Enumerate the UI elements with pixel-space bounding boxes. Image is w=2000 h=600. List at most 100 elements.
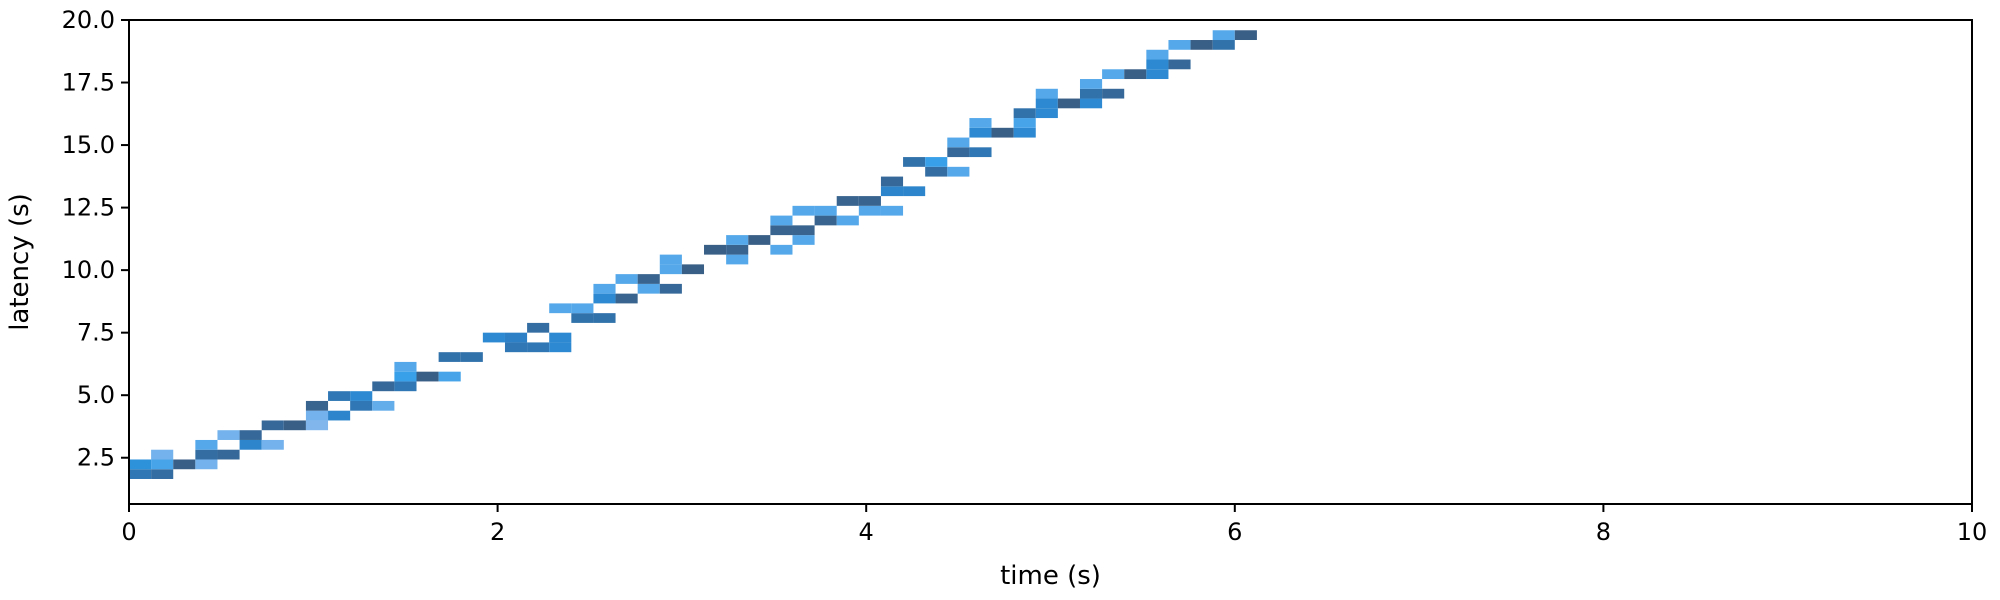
heatmap-cell [770, 225, 793, 236]
heatmap-cell [1013, 127, 1036, 138]
heatmap-cell [659, 264, 682, 275]
heatmap-cell [593, 293, 616, 304]
heatmap-cell [394, 361, 417, 372]
heatmap-cell [969, 127, 992, 138]
heatmap-cell [195, 459, 218, 470]
heatmap-cell [836, 196, 859, 206]
heatmap-cell [1079, 98, 1103, 109]
heatmap-cell [858, 196, 881, 206]
y-tick-label: 2.5 [77, 444, 115, 472]
heatmap-cell [593, 313, 616, 323]
heatmap-cell [880, 176, 904, 187]
heatmap-cell [328, 391, 351, 401]
heatmap-cell [615, 274, 638, 284]
heatmap-cell [239, 439, 262, 450]
heatmap-cell [1146, 69, 1169, 80]
heatmap-cell [880, 186, 904, 197]
heatmap-cell [195, 439, 218, 450]
heatmap-cell [151, 469, 174, 479]
heatmap-cell [151, 449, 174, 460]
heatmap-cell [969, 118, 992, 128]
heatmap-cell [460, 352, 483, 362]
y-tick-label: 17.5 [62, 69, 115, 97]
heatmap-cell [239, 430, 262, 440]
heatmap-cell [637, 283, 660, 294]
x-tick-label: 8 [1596, 518, 1611, 546]
heatmap-cell [571, 303, 594, 314]
heatmap-cell [947, 147, 970, 158]
heatmap-cell [1146, 59, 1169, 70]
heatmap-cell [991, 127, 1014, 138]
heatmap-cell [1035, 98, 1058, 109]
heatmap-cell [947, 166, 970, 177]
heatmap-cell [394, 381, 417, 392]
y-tick-label: 5.0 [77, 381, 115, 409]
heatmap-cell [925, 166, 948, 177]
heatmap-cell [217, 449, 240, 460]
x-tick-label: 4 [859, 518, 874, 546]
heatmap-cell [195, 449, 218, 460]
y-axis-title: latency (s) [5, 193, 35, 331]
heatmap-cell [858, 205, 881, 216]
heatmap-cell [969, 147, 992, 158]
heatmap-cell [283, 420, 306, 431]
heatmap-cell [1212, 30, 1235, 41]
heatmap-cell [836, 215, 859, 226]
heatmap-cell [438, 352, 461, 362]
heatmap-cell [681, 264, 705, 275]
y-tick-label: 10.0 [62, 256, 115, 284]
x-axis: 0 2 4 6 8 10 [121, 504, 1987, 546]
heatmap-cell [305, 400, 329, 411]
heatmap-cell [1124, 69, 1147, 80]
heatmap-cell [615, 293, 638, 304]
heatmap-cell [659, 283, 682, 294]
heatmap-cell [814, 215, 837, 226]
x-tick-label: 0 [121, 518, 136, 546]
heatmap-cell [726, 235, 749, 245]
heatmap-cell [792, 235, 815, 245]
heatmap-cell [173, 459, 196, 470]
heatmap-cell [129, 459, 152, 470]
heatmap-cell [1168, 59, 1191, 70]
x-tick-label: 10 [1957, 518, 1988, 546]
y-tick-label: 15.0 [62, 131, 115, 159]
x-axis-title: time (s) [1000, 561, 1101, 591]
heatmap-cell [416, 371, 439, 382]
heatmap-cell [1234, 30, 1257, 41]
y-axis: 2.5 5.0 7.5 10.0 12.5 15.0 17.5 20.0 [62, 6, 129, 472]
y-tick-label: 20.0 [62, 6, 115, 34]
heatmap-cell [1013, 118, 1036, 128]
heatmap-cell [571, 313, 594, 323]
y-tick-label: 7.5 [77, 319, 115, 347]
heatmap-cell [1079, 88, 1103, 99]
heatmap-cell [637, 274, 660, 284]
heatmap-cell [770, 244, 793, 255]
heatmap-cell [261, 439, 284, 450]
heatmap-cell [504, 342, 528, 353]
x-tick-label: 6 [1227, 518, 1242, 546]
heatmap-cell [792, 205, 815, 216]
heatmap-cell [217, 430, 240, 440]
heatmap-cell [372, 381, 395, 392]
heatmap-cell [748, 235, 771, 245]
heatmap-cell [947, 137, 970, 148]
heatmap-cell [659, 254, 682, 265]
heatmap-cell [903, 186, 926, 197]
heatmap-cell [1212, 40, 1235, 50]
heatmap-cell [726, 244, 749, 255]
heatmap-cell [261, 420, 284, 431]
heatmap-cell [704, 244, 727, 255]
x-tick-label: 2 [490, 518, 505, 546]
heatmap-cell [482, 332, 505, 343]
heatmap-cell [1013, 108, 1036, 119]
heatmap-cell [350, 400, 373, 411]
heatmap-cell [438, 371, 461, 382]
heatmap-cell [527, 342, 550, 353]
plot-frame [128, 19, 1973, 505]
heatmap-cell [1190, 40, 1213, 50]
heatmap-cell [1079, 79, 1103, 89]
heatmap-cell [792, 225, 815, 236]
heatmap-cell [1146, 49, 1169, 60]
heatmap-cell [350, 391, 373, 401]
